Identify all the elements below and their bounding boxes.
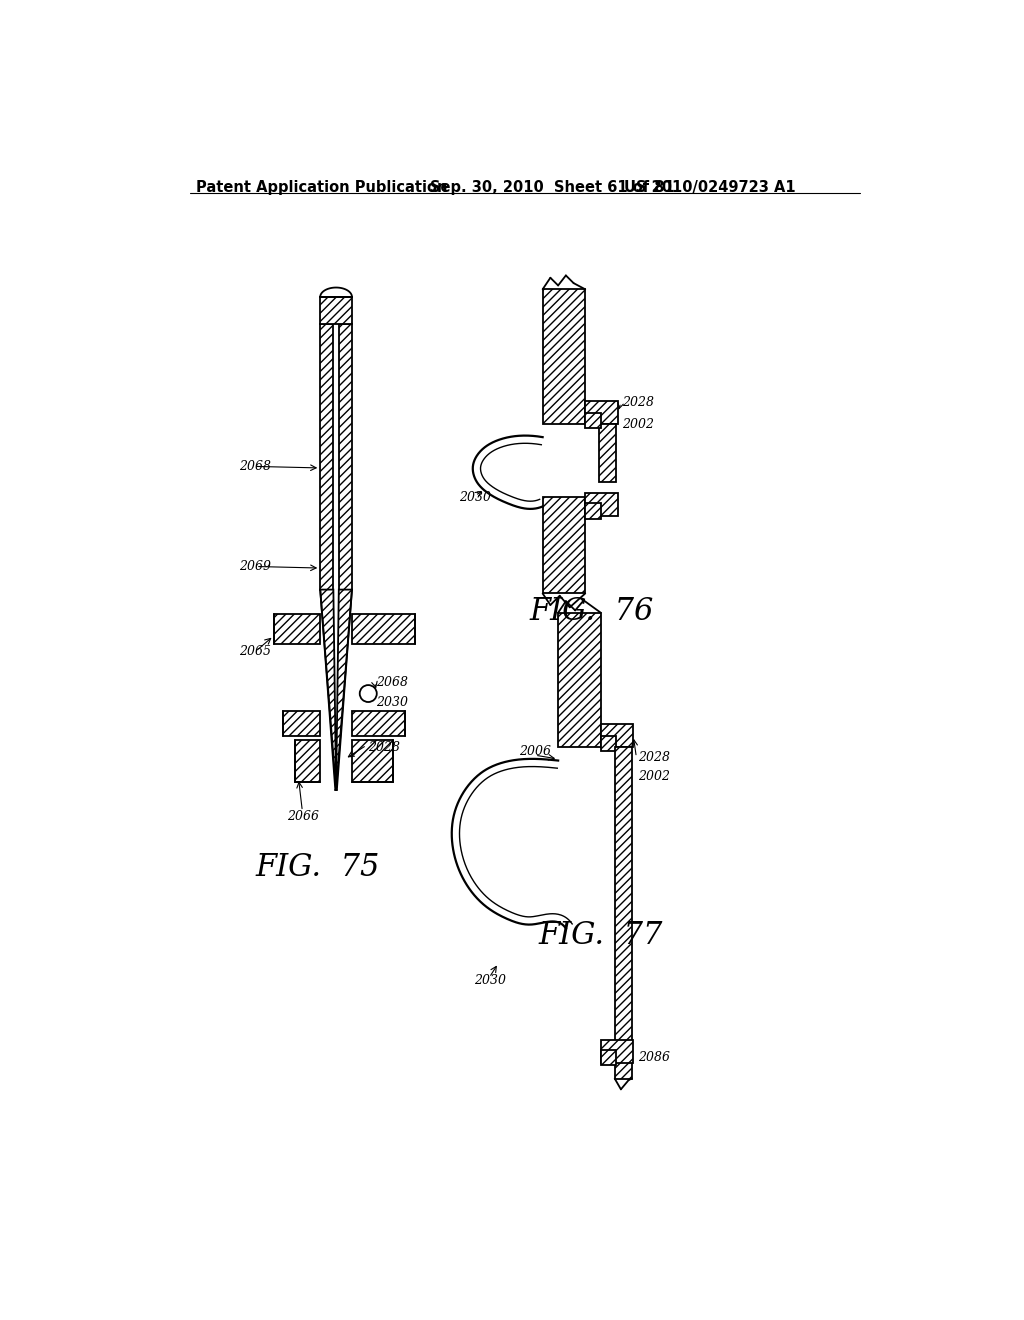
Bar (321, 297, 352, 323)
Bar (601, 1051, 616, 1065)
Text: 2069: 2069 (239, 560, 270, 573)
Bar (352, 614, 415, 644)
Text: 2066: 2066 (287, 810, 318, 824)
Text: US 2010/0249723 A1: US 2010/0249723 A1 (624, 180, 796, 195)
Text: 2028: 2028 (638, 751, 670, 764)
Bar (543, 289, 586, 424)
Bar (586, 494, 617, 516)
Text: 2068: 2068 (239, 459, 270, 473)
Text: FIG.  77: FIG. 77 (539, 920, 664, 950)
Bar (543, 498, 586, 594)
Polygon shape (551, 271, 581, 286)
Text: 2028: 2028 (369, 741, 400, 754)
Polygon shape (568, 271, 598, 286)
Polygon shape (336, 590, 352, 789)
Text: Sep. 30, 2010  Sheet 61 of 81: Sep. 30, 2010 Sheet 61 of 81 (430, 180, 675, 195)
Bar (352, 711, 404, 737)
Bar (614, 747, 632, 1078)
Polygon shape (321, 590, 336, 789)
Bar (273, 614, 321, 644)
Text: 2030: 2030 (376, 696, 408, 709)
Text: 2030: 2030 (459, 491, 490, 504)
Bar (339, 323, 352, 590)
Bar (558, 612, 601, 747)
Bar (586, 401, 617, 424)
Text: 2006: 2006 (519, 744, 551, 758)
Text: 2002: 2002 (638, 770, 670, 783)
Text: 2030: 2030 (474, 974, 507, 987)
Polygon shape (560, 271, 590, 286)
Polygon shape (543, 271, 572, 286)
Text: FIG.  75: FIG. 75 (256, 851, 380, 883)
Text: 2002: 2002 (623, 417, 654, 430)
Bar (321, 323, 334, 590)
Bar (352, 739, 393, 781)
Bar (295, 739, 321, 781)
Bar (601, 1040, 633, 1063)
Bar (586, 413, 601, 428)
Bar (601, 725, 633, 747)
Polygon shape (577, 271, 606, 286)
Text: 2065: 2065 (239, 644, 270, 657)
Text: Patent Application Publication: Patent Application Publication (197, 180, 447, 195)
Text: FIG.  76: FIG. 76 (529, 597, 654, 627)
Text: 2028: 2028 (623, 396, 654, 409)
Bar (586, 503, 601, 519)
Bar (283, 711, 321, 737)
Bar (599, 424, 616, 482)
Text: 2086: 2086 (638, 1051, 670, 1064)
Bar (601, 737, 616, 751)
Text: 2068: 2068 (376, 676, 408, 689)
Circle shape (359, 685, 377, 702)
